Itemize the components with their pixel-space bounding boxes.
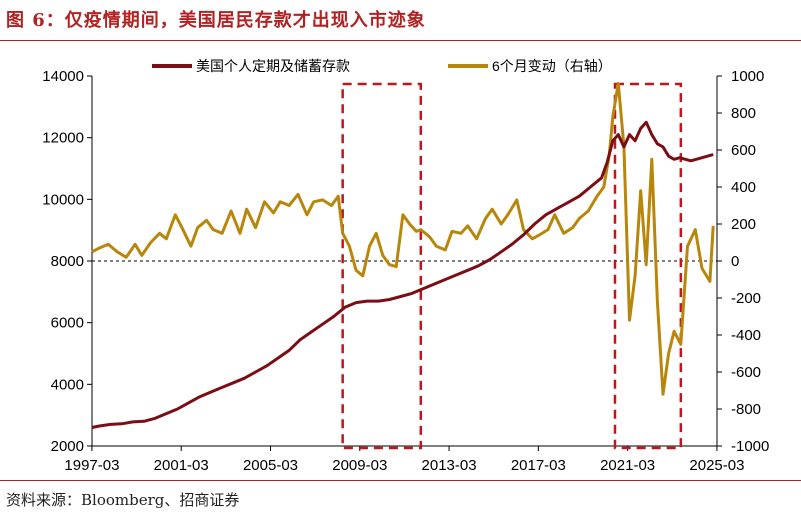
x-tick-label: 2013-03	[422, 457, 477, 474]
legend-label-deposits: 美国个人定期及储蓄存款	[196, 58, 350, 74]
title-divider	[0, 40, 801, 41]
x-tick-label: 2009-03	[332, 457, 387, 474]
left-tick-label: 2000	[51, 438, 84, 455]
x-tick-label: 2025-03	[689, 457, 744, 474]
legend: 美国个人定期及储蓄存款 6个月变动（右轴）	[152, 58, 612, 74]
x-tick-label: 2021-03	[600, 457, 655, 474]
left-tick-label: 4000	[51, 376, 84, 393]
right-axis: -1000 -800 -600 -400 -200 0 200 400 600 800 1000	[717, 68, 769, 455]
right-tick-label: -400	[731, 327, 761, 344]
right-tick-label: 1000	[731, 68, 764, 85]
right-tick-label: -1000	[731, 438, 769, 455]
left-tick-label: 12000	[42, 130, 84, 147]
left-tick-label: 14000	[42, 68, 84, 85]
series-layer	[91, 81, 715, 429]
highlight-box	[341, 82, 423, 450]
x-tick-label: 2017-03	[511, 457, 566, 474]
left-tick-label: 10000	[42, 191, 84, 208]
highlight-boxes	[341, 82, 683, 450]
right-tick-label: 800	[731, 105, 756, 122]
page-title: 图 6：仅疫情期间，美国居民存款才出现入市迹象	[6, 10, 426, 31]
series-line-deposits	[91, 120, 714, 429]
right-tick-label: 200	[731, 216, 756, 233]
legend-label-change: 6个月变动（右轴）	[492, 58, 612, 74]
left-axis: 2000 4000 6000 8000 10000 12000 14000	[42, 68, 92, 455]
right-tick-label: -600	[731, 364, 761, 381]
x-tick-label: 2001-03	[154, 457, 209, 474]
series-line-change	[91, 81, 715, 396]
x-tick-label: 2005-03	[243, 457, 298, 474]
left-tick-label: 6000	[51, 315, 84, 332]
footer-divider	[0, 480, 801, 481]
right-tick-label: -200	[731, 290, 761, 307]
right-tick-label: -800	[731, 401, 761, 418]
source-note: 资料来源：Bloomberg、招商证券	[6, 491, 240, 509]
right-tick-label: 0	[731, 253, 739, 270]
right-tick-label: 600	[731, 142, 756, 159]
x-axis: 1997-03 2001-03 2005-03 2009-03 2013-03 2017-…	[64, 446, 744, 474]
left-tick-label: 8000	[51, 253, 84, 270]
highlight-box	[613, 82, 683, 450]
right-tick-label: 400	[731, 179, 756, 196]
x-tick-label: 1997-03	[64, 457, 119, 474]
